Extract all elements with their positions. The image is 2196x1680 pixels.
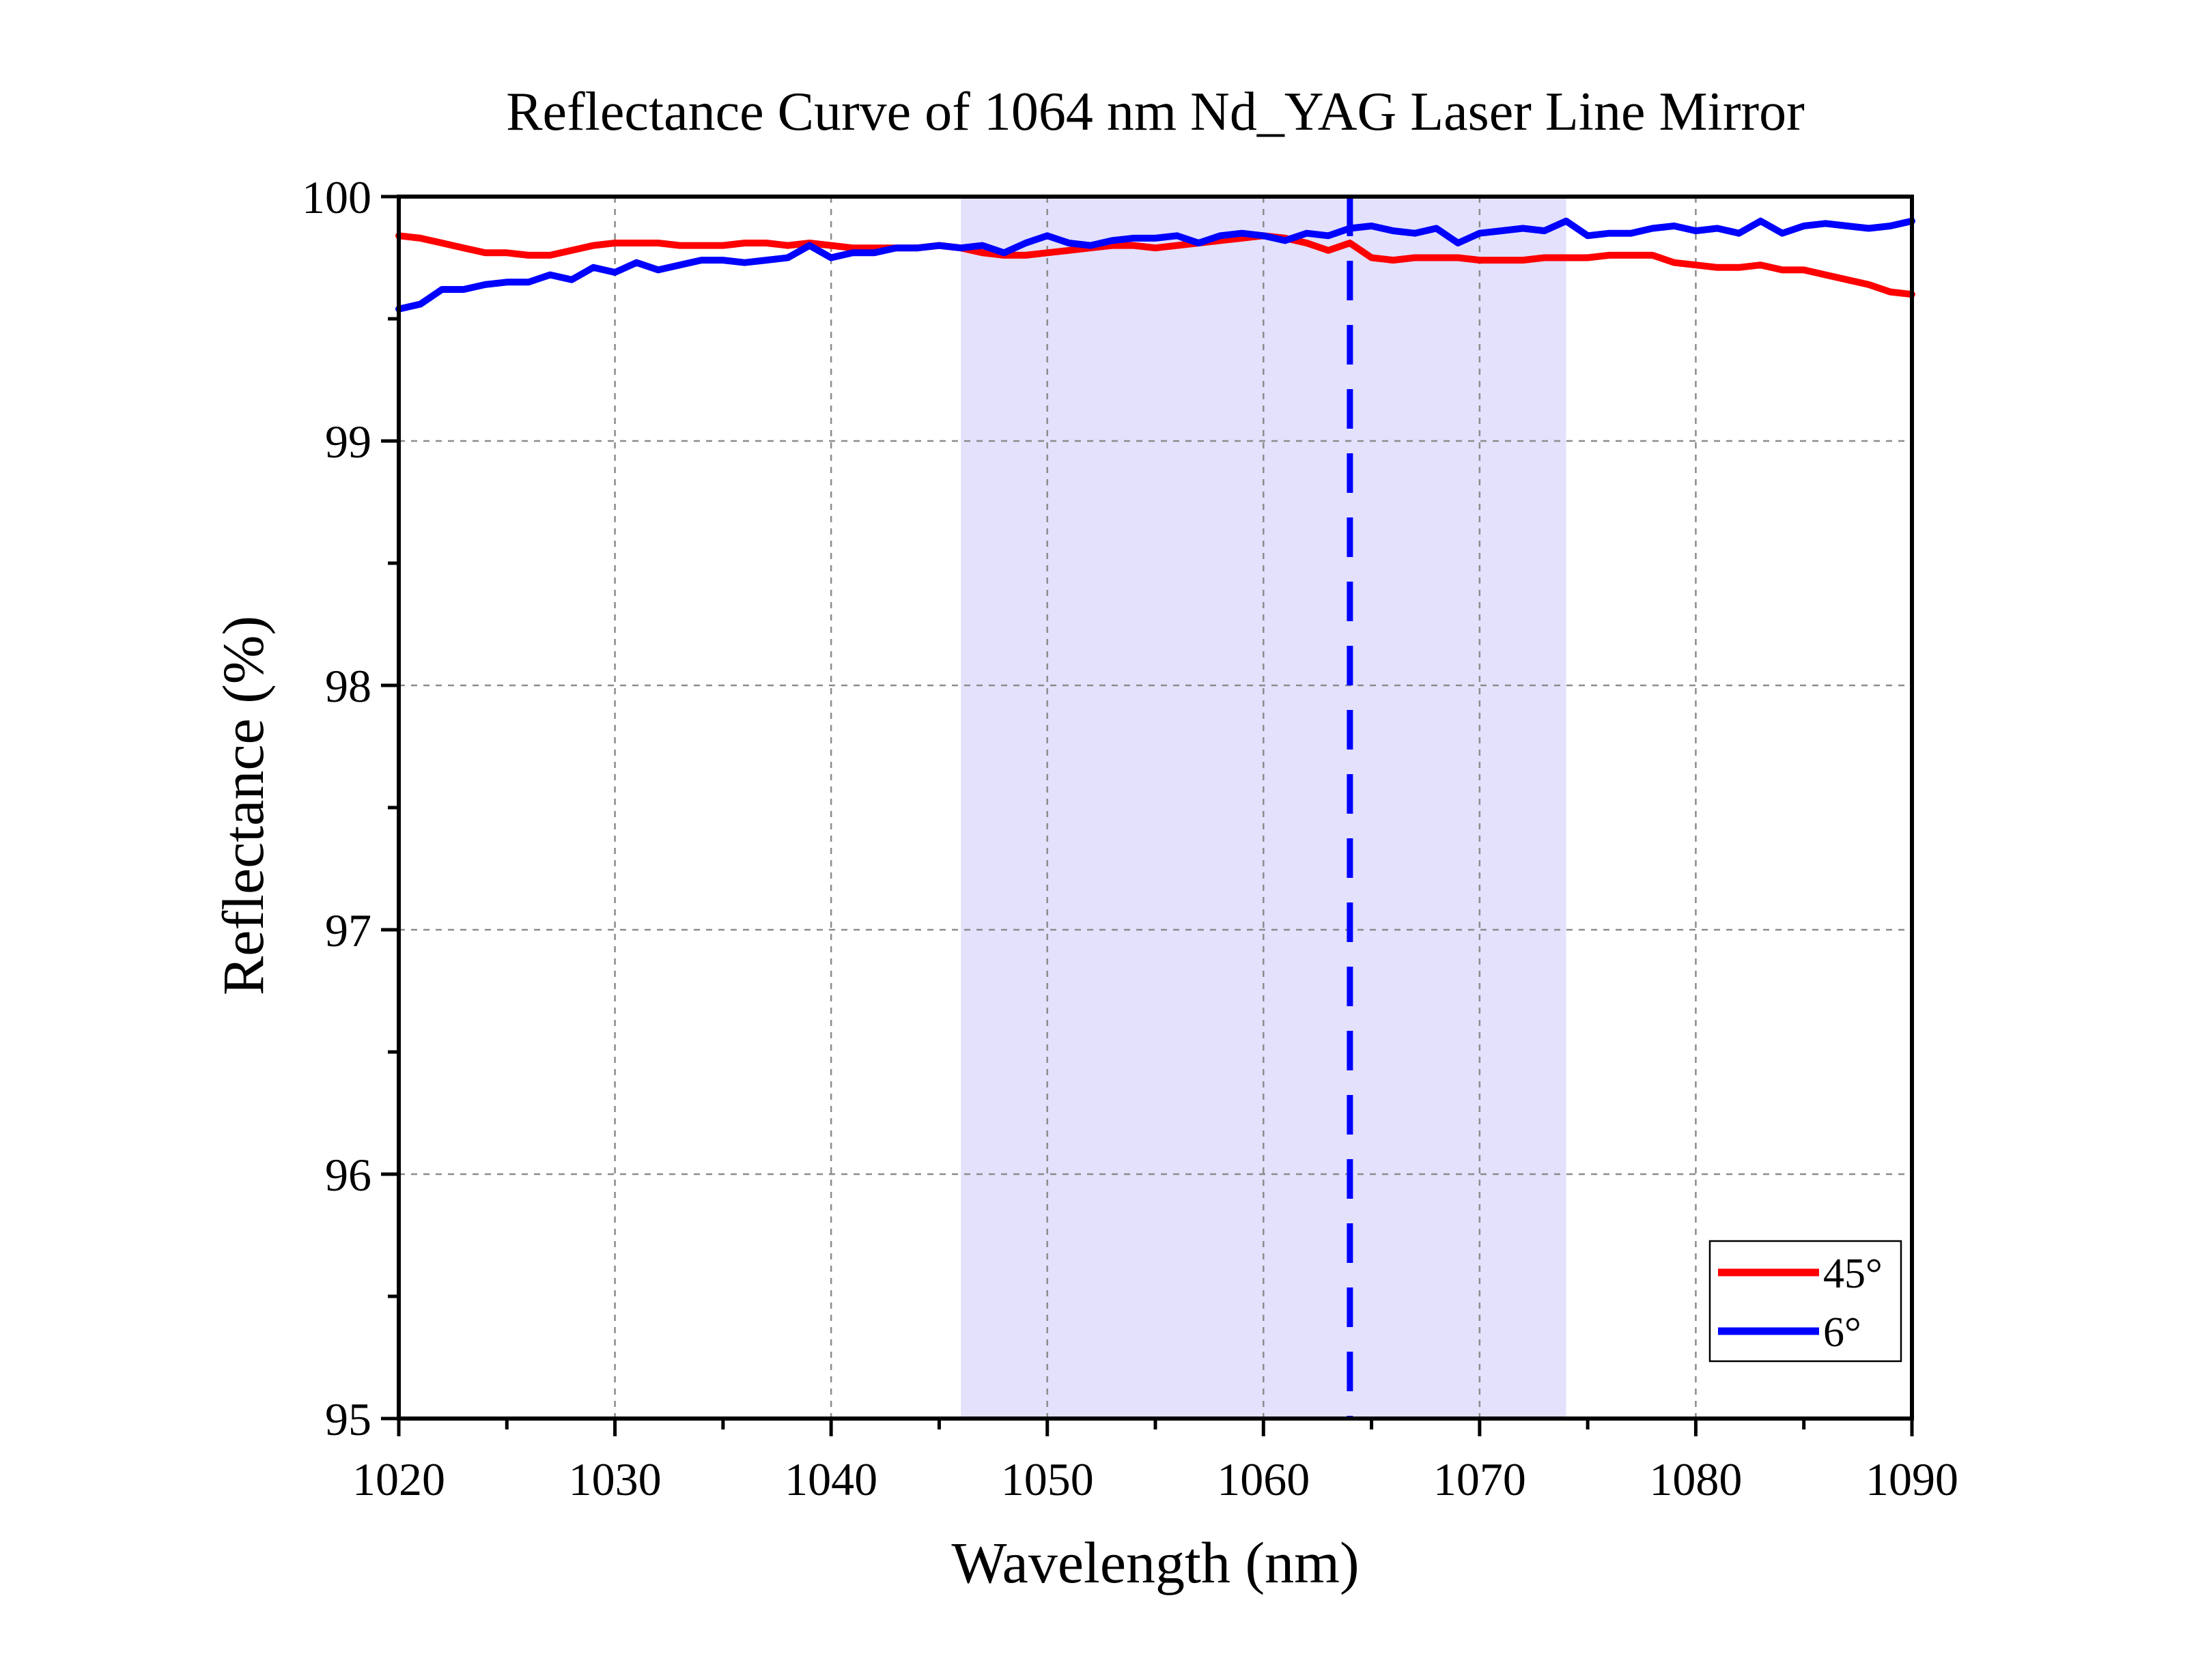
x-tick-labels: 1020 1030 1040 1050 1060 1070 1080 1090 <box>352 1453 1958 1505</box>
chart-title: Reflectance Curve of 1064 nm Nd_YAG Lase… <box>506 82 1805 142</box>
series-line-1 <box>395 217 1915 313</box>
x-tick-label: 1090 <box>1866 1453 1958 1505</box>
x-tick-label: 1040 <box>785 1453 877 1505</box>
legend-label-0: 45° <box>1823 1251 1883 1297</box>
x-tick-label: 1030 <box>569 1453 662 1505</box>
y-axis-title: Reflectance (%) <box>210 616 276 995</box>
legend-box <box>1708 1240 1902 1363</box>
y-tick-label: 95 <box>325 1393 371 1445</box>
y-tick-label: 100 <box>302 171 371 223</box>
x-tick-label: 1060 <box>1217 1453 1310 1505</box>
x-axis-title: Wavelength (nm) <box>951 1530 1359 1595</box>
series-line-0 <box>395 232 1915 298</box>
x-tick-label: 1070 <box>1433 1453 1526 1505</box>
x-tick-label: 1080 <box>1649 1453 1742 1505</box>
series-lines <box>395 217 1915 313</box>
y-tick-labels: 95 96 97 98 99 100 <box>302 171 371 1445</box>
legend-label-1: 6° <box>1823 1309 1861 1356</box>
y-tick-label: 96 <box>325 1149 371 1201</box>
y-tick-label: 99 <box>325 416 371 468</box>
shaded-band <box>961 197 1566 1419</box>
y-tick-label: 98 <box>325 660 371 712</box>
legend: 45°6° <box>1708 1240 1902 1363</box>
x-tick-label: 1050 <box>1001 1453 1094 1505</box>
plot-area <box>395 195 1915 1421</box>
x-tick-label: 1020 <box>352 1453 445 1505</box>
y-tick-label: 97 <box>325 905 371 956</box>
axis-ticks <box>381 195 1914 1436</box>
